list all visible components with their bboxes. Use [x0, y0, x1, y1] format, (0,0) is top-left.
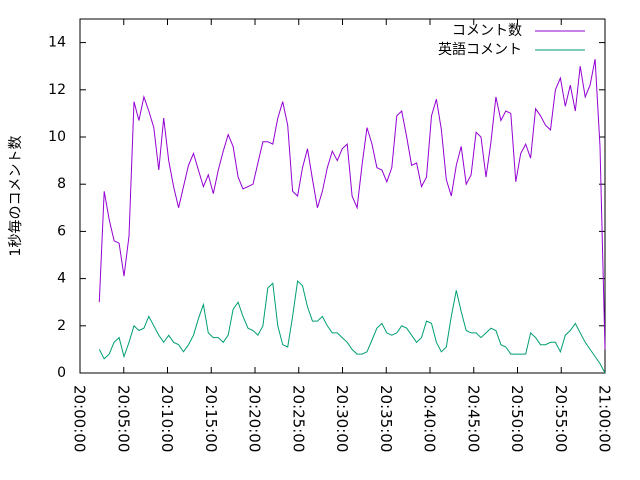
y-axis-label: 1秒毎のコメント数	[8, 136, 24, 257]
legend-label: 英語コメント	[438, 41, 522, 58]
y-tick-label: 4	[57, 271, 66, 287]
x-tick-label: 21:00:00	[596, 385, 614, 452]
y-tick-label: 0	[57, 365, 66, 381]
x-tick-label: 20:45:00	[464, 385, 482, 452]
y-tick-label: 10	[48, 129, 66, 145]
x-tick-label: 20:50:00	[508, 385, 526, 452]
y-tick-label: 14	[48, 35, 66, 51]
y-tick-label: 12	[48, 82, 66, 98]
y-tick-label: 6	[57, 223, 66, 239]
y-tick-label: 8	[57, 176, 66, 192]
x-tick-label: 20:35:00	[377, 385, 395, 452]
x-tick-label: 20:20:00	[246, 385, 264, 452]
x-tick-label: 20:40:00	[421, 385, 439, 452]
x-tick-label: 20:30:00	[333, 385, 351, 452]
series-line	[98, 279, 606, 374]
plot-frame	[79, 18, 606, 374]
x-tick-label: 20:55:00	[552, 385, 570, 452]
x-tick-label: 20:25:00	[289, 385, 307, 452]
series-line	[98, 59, 606, 350]
y-tick-label: 2	[57, 318, 66, 334]
x-tick-label: 20:10:00	[158, 385, 176, 452]
x-tick-label: 20:15:00	[202, 385, 220, 452]
x-tick-label: 20:05:00	[114, 385, 132, 452]
x-tick-label: 20:00:00	[71, 385, 89, 452]
legend-label: コメント数	[452, 23, 522, 39]
